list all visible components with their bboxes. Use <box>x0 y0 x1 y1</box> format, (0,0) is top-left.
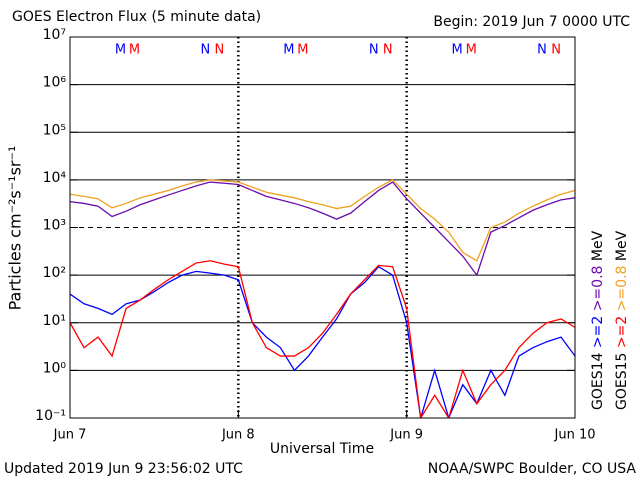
local-time-marker: M <box>452 43 463 58</box>
legend-entry: >=2 <box>590 316 606 348</box>
legend-satellite: GOES15 <box>614 353 630 410</box>
begin-time: Begin: 2019 Jun 7 0000 UTC <box>433 14 630 30</box>
local-time-marker: M <box>129 43 140 58</box>
chart-title: GOES Electron Flux (5 minute data) <box>12 9 261 25</box>
updated-time: Updated 2019 Jun 9 23:56:02 UTC <box>4 461 243 477</box>
y-tick-label: 10² <box>43 265 66 281</box>
y-tick-label: 10⁶ <box>43 75 67 91</box>
y-tick-label: 10⁴ <box>43 170 67 186</box>
series-line <box>70 179 575 262</box>
x-tick-label: Jun 8 <box>221 428 255 443</box>
local-time-marker: N <box>201 43 211 58</box>
y-tick-label: 10³ <box>43 218 66 234</box>
legend-unit: MeV <box>590 230 606 261</box>
y-tick-label: 10¹ <box>43 313 66 329</box>
local-time-marker: N <box>369 43 379 58</box>
legend-entry: >=0.8 <box>590 266 606 312</box>
y-tick-label: 10⁻¹ <box>35 408 66 424</box>
legend: GOES15 >=2 >=0.8 MeV <box>614 230 630 410</box>
x-tick-label: Jun 9 <box>389 428 423 443</box>
legend-entry: >=2 <box>614 316 630 348</box>
local-time-marker: M <box>283 43 294 58</box>
local-time-marker: N <box>215 43 225 58</box>
y-tick-label: 10⁷ <box>43 27 66 43</box>
credit: NOAA/SWPC Boulder, CO USA <box>428 461 637 477</box>
plot-frame <box>69 36 576 419</box>
x-tick-label: Jun 10 <box>554 428 596 443</box>
y-tick-label: 10⁰ <box>43 360 67 376</box>
series-line <box>70 181 575 277</box>
local-time-marker: M <box>115 43 126 58</box>
legend-unit: MeV <box>614 230 630 261</box>
y-tick-label: 10⁵ <box>43 122 66 138</box>
legend-satellite: GOES14 <box>590 352 606 410</box>
series-line <box>70 260 575 418</box>
local-time-marker: N <box>537 43 547 58</box>
series-line <box>70 265 575 418</box>
y-axis-label: Particles cm⁻²s⁻¹sr⁻¹ <box>6 146 25 311</box>
local-time-marker: M <box>466 43 477 58</box>
x-axis-label: Universal Time <box>270 441 374 457</box>
local-time-marker: N <box>551 43 561 58</box>
local-time-marker: M <box>297 43 308 58</box>
local-time-marker: N <box>383 43 393 58</box>
legend: GOES14 >=2 >=0.8 MeV <box>590 230 606 410</box>
legend-entry: >=0.8 <box>614 266 630 312</box>
x-tick-label: Jun 7 <box>53 428 87 443</box>
